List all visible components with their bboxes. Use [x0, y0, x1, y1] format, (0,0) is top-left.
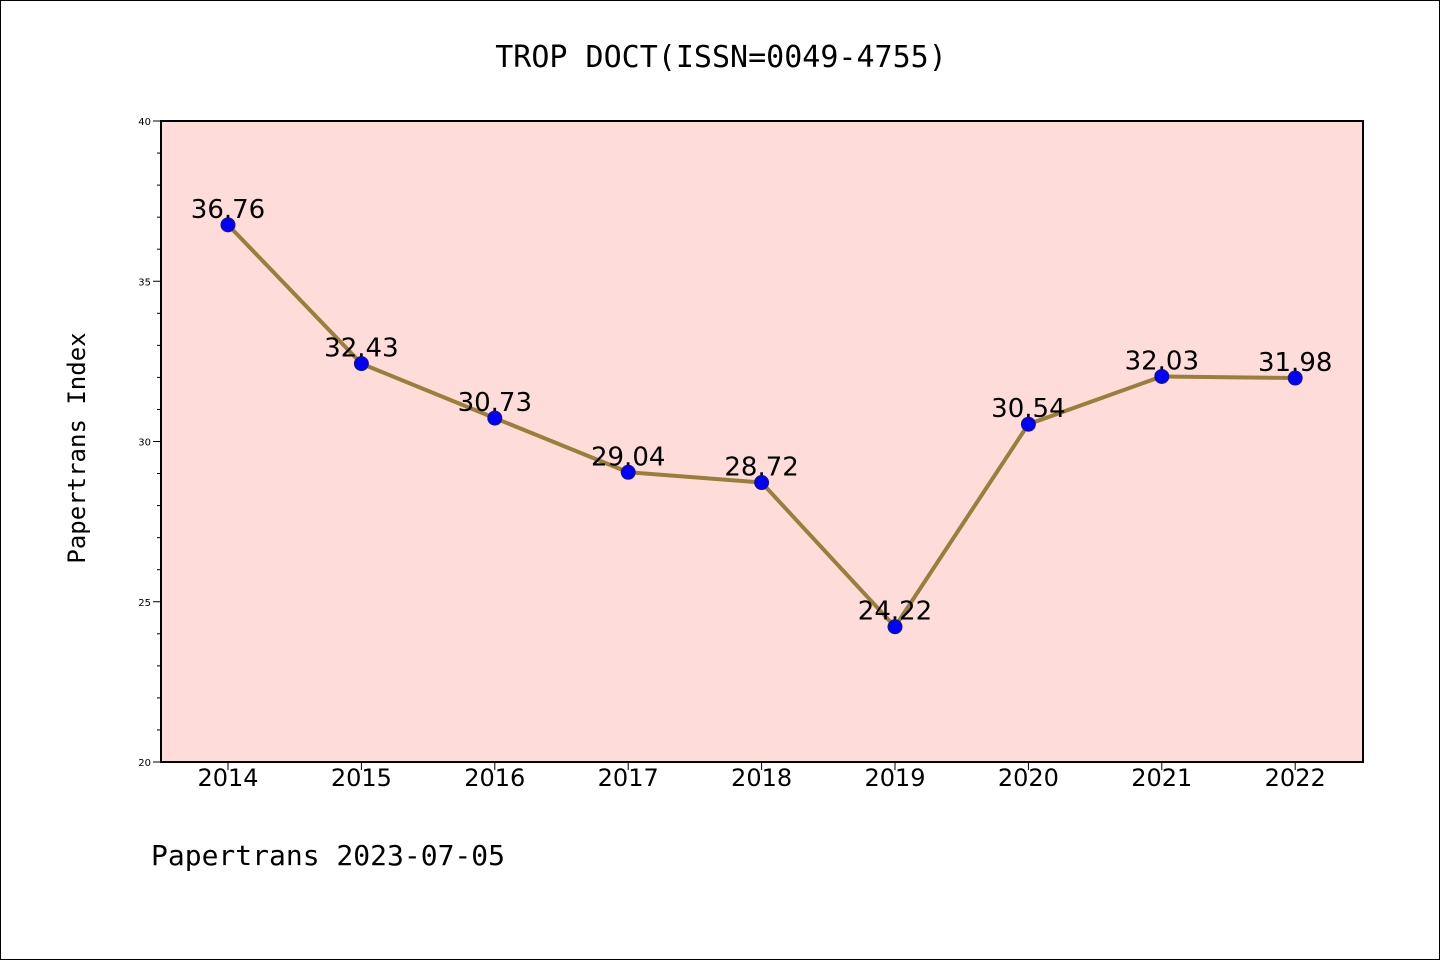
data-point-marker — [754, 475, 770, 491]
y-axis-label: Papertrans Index — [63, 332, 91, 563]
data-labels-group: 36.76 32.43 30.73 29.04 28.72 24.22 30.54 32.03… — [191, 195, 1333, 627]
data-point-marker — [1287, 370, 1303, 386]
x-tick-label: 2017 — [598, 764, 659, 792]
data-label: 29.04 — [591, 442, 665, 472]
markers-group — [220, 217, 1303, 635]
data-label: 32.43 — [324, 334, 398, 364]
x-axis: 2014 2015 2016 2017 2018 2019 2020 2021 2022 — [197, 762, 1326, 792]
y-axis: 20 25 30 35 40 — [138, 117, 161, 769]
x-tick-label: 2021 — [1131, 764, 1192, 792]
data-label: 30.54 — [991, 394, 1065, 424]
data-label: 28.72 — [724, 453, 798, 483]
data-point-marker — [887, 619, 903, 635]
x-tick-label: 2015 — [331, 764, 392, 792]
y-tick-label: 25 — [138, 598, 151, 609]
plot-area — [160, 120, 1364, 763]
data-point-marker — [1020, 416, 1036, 432]
x-tick-label: 2014 — [197, 764, 258, 792]
x-tick-label: 2016 — [464, 764, 525, 792]
y-tick-label: 40 — [138, 117, 151, 128]
data-label: 31.98 — [1258, 348, 1332, 378]
data-label: 30.73 — [458, 388, 532, 418]
y-tick-label: 35 — [138, 277, 151, 288]
data-point-marker — [220, 217, 236, 233]
footer-source-date: Papertrans 2023-07-05 — [151, 839, 505, 872]
x-tick-label: 2019 — [864, 764, 925, 792]
data-point-marker — [1154, 368, 1170, 384]
data-point-marker — [487, 410, 503, 426]
y-tick-label: 30 — [138, 438, 151, 449]
data-label: 32.03 — [1125, 346, 1199, 376]
x-tick-label: 2020 — [998, 764, 1059, 792]
data-point-marker — [353, 356, 369, 372]
data-label: 36.76 — [191, 195, 265, 225]
x-tick-label: 2018 — [731, 764, 792, 792]
chart-title: TROP DOCT(ISSN=0049-4755) — [495, 40, 947, 75]
y-tick-label: 20 — [138, 758, 151, 769]
x-tick-label: 2022 — [1265, 764, 1326, 792]
data-point-marker — [620, 464, 636, 480]
data-label: 24.22 — [858, 597, 932, 627]
